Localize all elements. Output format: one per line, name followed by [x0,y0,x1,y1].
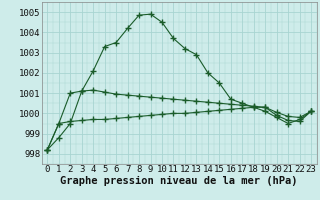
X-axis label: Graphe pression niveau de la mer (hPa): Graphe pression niveau de la mer (hPa) [60,176,298,186]
